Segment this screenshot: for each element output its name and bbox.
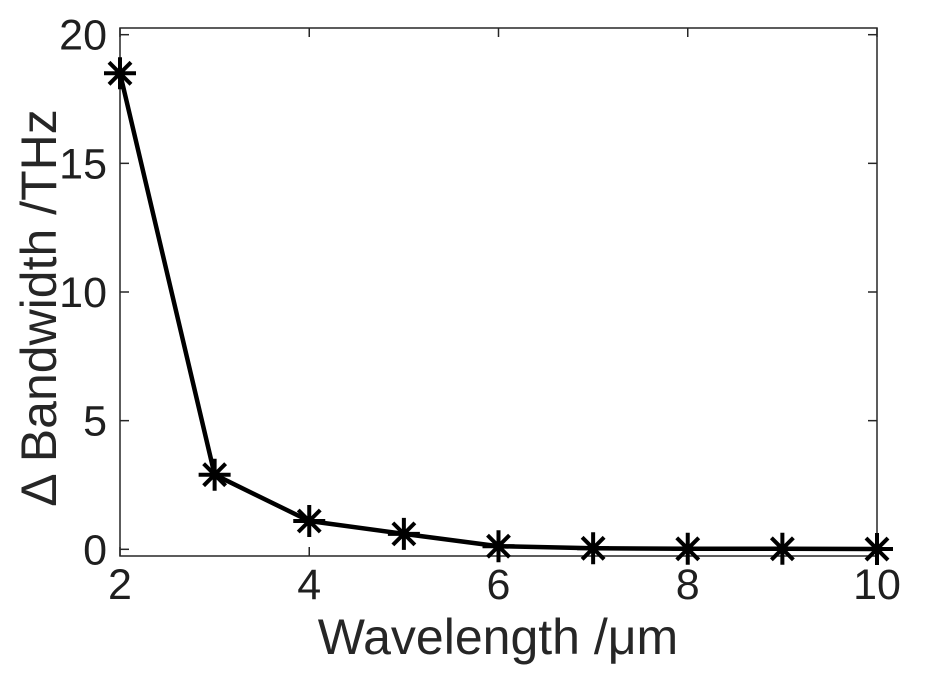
y-tick-label: 15 (59, 140, 107, 188)
plot-render-layer: 2 4 6 8 10 0 5 10 15 20 (59, 12, 901, 609)
data-point-marker (671, 532, 704, 565)
data-point-marker (482, 530, 515, 563)
data-point-marker (861, 533, 893, 566)
data-point-marker (387, 517, 420, 550)
y-tick-label: 10 (59, 269, 107, 317)
y-axis-label: Δ Bandwidth /THz (11, 109, 67, 506)
data-point-marker (198, 458, 231, 491)
plot-box (119, 27, 878, 557)
y-tick-label: 5 (83, 398, 107, 446)
x-tick-label: 6 (487, 561, 511, 609)
x-tick-label: 2 (108, 561, 132, 609)
data-point-marker (293, 505, 326, 538)
data-point-marker (766, 532, 799, 565)
data-line (117, 72, 878, 552)
data-point-marker (577, 532, 610, 565)
y-tick-label: 20 (59, 12, 107, 60)
data-point-marker (104, 57, 136, 90)
x-axis-label: Wavelength /μm (318, 609, 678, 665)
x-tick-label: 4 (297, 561, 321, 609)
x-tick-label: 10 (853, 561, 901, 609)
x-tick-label: 8 (676, 561, 700, 609)
y-tick-label: 0 (83, 526, 107, 574)
